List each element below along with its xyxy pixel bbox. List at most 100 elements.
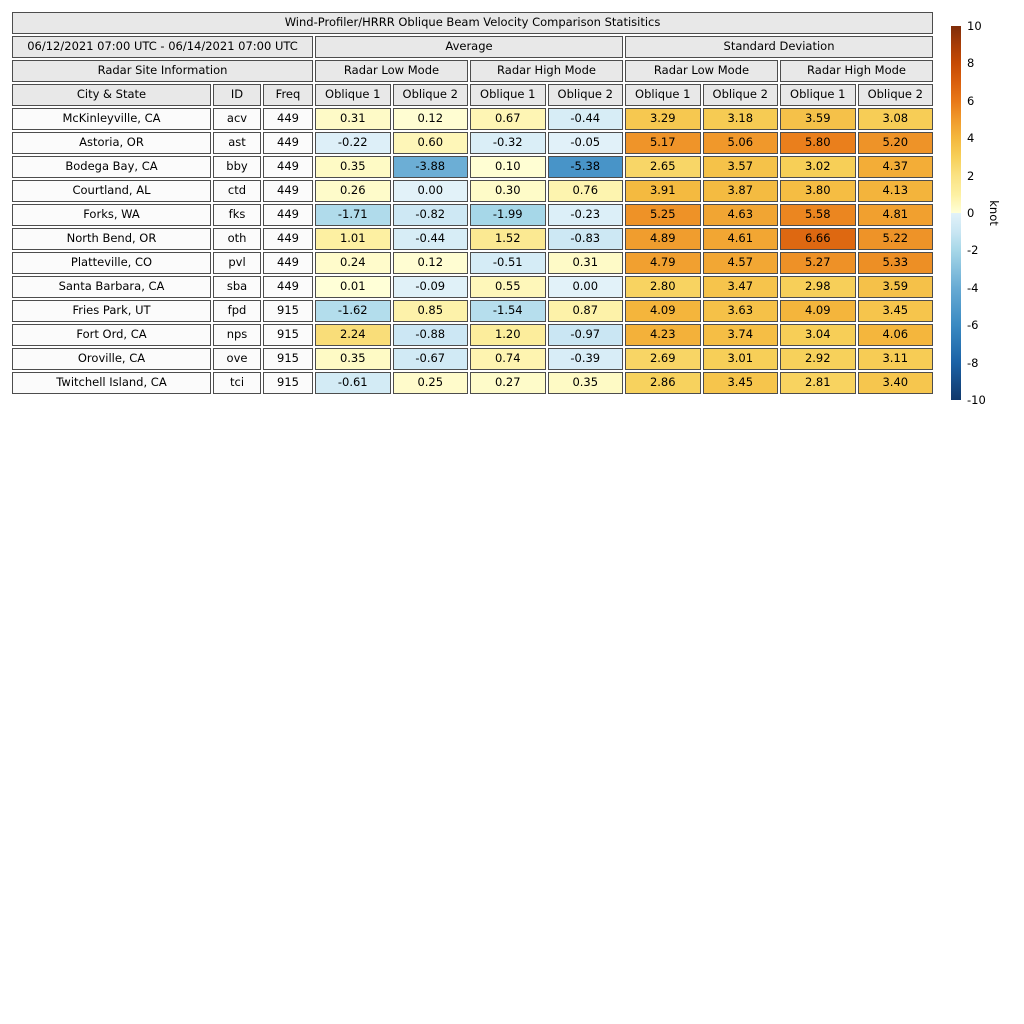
- value-cell: 2.98: [780, 276, 856, 298]
- colorbar-tick-label: 8: [967, 56, 975, 71]
- site-info-header: Radar Site Information: [12, 60, 313, 82]
- value-cell: 0.55: [470, 276, 546, 298]
- city-cell: Astoria, OR: [12, 132, 211, 154]
- freq-cell: 915: [263, 324, 313, 346]
- std-high-mode-header: Radar High Mode: [780, 60, 934, 82]
- oblique1-header: Oblique 1: [470, 84, 546, 106]
- value-cell: 3.04: [780, 324, 856, 346]
- value-cell: 4.63: [702, 204, 778, 226]
- table-row: Forks, WA fks 449 -1.71 -0.82 -1.99 -0.23 5.25 4…: [12, 204, 934, 226]
- column-header-row: City & State ID Freq Oblique 1 Oblique 2…: [12, 84, 934, 106]
- freq-cell: 449: [263, 228, 313, 250]
- site-id-cell: fks: [213, 204, 261, 226]
- value-cell: -0.44: [547, 108, 623, 130]
- value-cell: 3.01: [702, 348, 778, 370]
- freq-header: Freq: [263, 84, 313, 106]
- value-cell: 4.06: [857, 324, 934, 346]
- value-cell: 0.76: [547, 180, 623, 202]
- value-cell: 2.80: [625, 276, 701, 298]
- freq-cell: 915: [263, 300, 313, 322]
- oblique1-header: Oblique 1: [780, 84, 856, 106]
- value-cell: -1.62: [315, 300, 391, 322]
- group-header-row: 06/12/2021 07:00 UTC - 06/14/2021 07:00 …: [12, 36, 934, 58]
- site-id-cell: fpd: [213, 300, 261, 322]
- value-cell: -0.44: [392, 228, 468, 250]
- value-cell: 3.59: [857, 276, 934, 298]
- value-cell: 1.20: [470, 324, 546, 346]
- value-cell: 3.11: [857, 348, 934, 370]
- value-cell: 3.74: [702, 324, 778, 346]
- statistics-table: Wind-Profiler/HRRR Oblique Beam Velocity…: [10, 10, 936, 396]
- city-cell: North Bend, OR: [12, 228, 211, 250]
- value-cell: 4.79: [625, 252, 701, 274]
- value-cell: 2.69: [625, 348, 701, 370]
- freq-cell: 449: [263, 108, 313, 130]
- freq-cell: 449: [263, 252, 313, 274]
- value-cell: 0.12: [392, 252, 468, 274]
- value-cell: 2.81: [780, 372, 856, 394]
- value-cell: 0.27: [470, 372, 546, 394]
- value-cell: 2.24: [315, 324, 391, 346]
- std-low-mode-header: Radar Low Mode: [625, 60, 778, 82]
- value-cell: 6.66: [780, 228, 856, 250]
- city-state-header: City & State: [12, 84, 211, 106]
- colorbar-gradient: [951, 26, 961, 400]
- table-row: Astoria, OR ast 449 -0.22 0.60 -0.32 -0.05 5.17…: [12, 132, 934, 154]
- value-cell: 0.87: [547, 300, 623, 322]
- value-cell: 0.25: [392, 372, 468, 394]
- value-cell: 5.20: [857, 132, 934, 154]
- value-cell: 4.37: [857, 156, 934, 178]
- value-cell: 3.47: [702, 276, 778, 298]
- value-cell: 3.02: [780, 156, 856, 178]
- value-cell: 0.31: [315, 108, 391, 130]
- value-cell: -0.83: [547, 228, 623, 250]
- value-cell: 4.89: [625, 228, 701, 250]
- site-id-cell: acv: [213, 108, 261, 130]
- value-cell: -0.82: [392, 204, 468, 226]
- colorbar-unit-label: knot: [987, 200, 1001, 226]
- value-cell: 1.52: [470, 228, 546, 250]
- value-cell: 2.65: [625, 156, 701, 178]
- avg-high-mode-header: Radar High Mode: [470, 60, 623, 82]
- value-cell: 5.25: [625, 204, 701, 226]
- colorbar-tick-label: 0: [967, 206, 975, 220]
- value-cell: 5.58: [780, 204, 856, 226]
- value-cell: 4.23: [625, 324, 701, 346]
- value-cell: 4.61: [702, 228, 778, 250]
- value-cell: 3.63: [702, 300, 778, 322]
- value-cell: 3.80: [780, 180, 856, 202]
- value-cell: -3.88: [392, 156, 468, 178]
- colorbar: 10 8 6 4 2 0 -2 -4 -6 -8 -10 knot: [951, 19, 1001, 407]
- city-cell: Twitchell Island, CA: [12, 372, 211, 394]
- value-cell: -1.54: [470, 300, 546, 322]
- value-cell: 4.81: [857, 204, 934, 226]
- oblique2-header: Oblique 2: [702, 84, 778, 106]
- freq-cell: 449: [263, 204, 313, 226]
- id-header: ID: [213, 84, 261, 106]
- table-row: Courtland, AL ctd 449 0.26 0.00 0.30 0.76 3.91 3…: [12, 180, 934, 202]
- table-title: Wind-Profiler/HRRR Oblique Beam Velocity…: [12, 12, 934, 34]
- avg-low-mode-header: Radar Low Mode: [315, 60, 468, 82]
- city-cell: Bodega Bay, CA: [12, 156, 211, 178]
- value-cell: 3.57: [702, 156, 778, 178]
- colorbar-tick-label: -2: [967, 243, 979, 258]
- city-cell: Courtland, AL: [12, 180, 211, 202]
- mode-header-row: Radar Site Information Radar Low Mode Ra…: [12, 60, 934, 82]
- value-cell: 5.27: [780, 252, 856, 274]
- table-row: Bodega Bay, CA bby 449 0.35 -3.88 0.10 -5.38 2.…: [12, 156, 934, 178]
- site-id-cell: bby: [213, 156, 261, 178]
- table-row: Fort Ord, CA nps 915 2.24 -0.88 1.20 -0.97 4.23…: [12, 324, 934, 346]
- site-id-cell: pvl: [213, 252, 261, 274]
- city-cell: Platteville, CO: [12, 252, 211, 274]
- value-cell: -5.38: [547, 156, 623, 178]
- table-body: McKinleyville, CA acv 449 0.31 0.12 0.67 -0.44…: [12, 108, 934, 394]
- city-cell: McKinleyville, CA: [12, 108, 211, 130]
- date-range: 06/12/2021 07:00 UTC - 06/14/2021 07:00 …: [12, 36, 313, 58]
- value-cell: 0.74: [470, 348, 546, 370]
- value-cell: 5.06: [702, 132, 778, 154]
- city-cell: Fries Park, UT: [12, 300, 211, 322]
- value-cell: 5.33: [857, 252, 934, 274]
- oblique1-header: Oblique 1: [315, 84, 391, 106]
- colorbar-tick-label: -8: [967, 355, 979, 370]
